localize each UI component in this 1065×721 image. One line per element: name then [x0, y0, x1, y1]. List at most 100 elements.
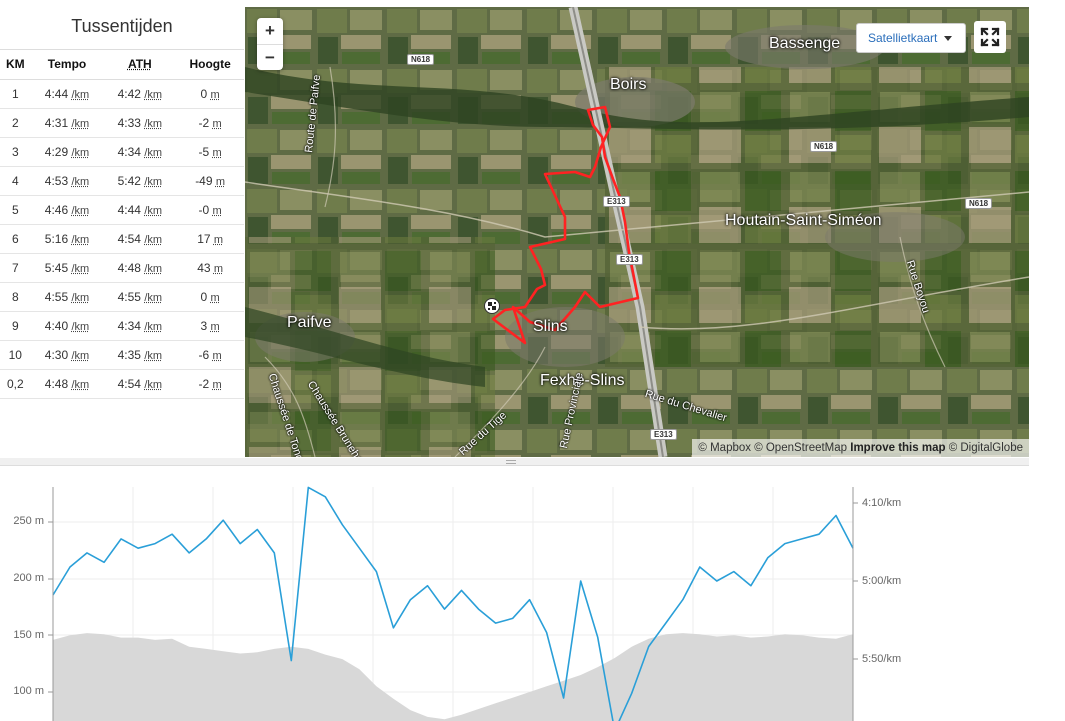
split-unit: m [212, 378, 222, 391]
split-cell-km: 4 [0, 166, 31, 196]
split-row: 0,2 4:48 /km 4:54 /km -2 m [0, 369, 244, 399]
split-value: 4:40 [44, 318, 69, 333]
map-layer-label: Satellietkaart [868, 31, 938, 45]
col-pace: Tempo [30, 50, 104, 80]
split-unit: m [212, 117, 222, 130]
split-cell-km: 2 [0, 108, 31, 138]
split-cell-gap: 4:55 /km [103, 282, 177, 312]
split-value: 4:31 [44, 115, 69, 130]
split-cell-pace: 4:40 /km [30, 311, 104, 341]
chart-canvas [48, 486, 858, 721]
split-unit: m [213, 262, 224, 275]
split-cell-pace: 4:46 /km [30, 195, 104, 225]
road-shield: N618 [407, 54, 435, 65]
place-label: Paifve [287, 314, 332, 331]
split-value: 0 [200, 86, 208, 101]
split-unit: /km [71, 117, 90, 130]
split-cell-elev: 0 m [176, 282, 244, 312]
place-label: Houtain-Saint-Siméon [725, 212, 882, 229]
zoom-in-button[interactable]: + [265, 21, 275, 40]
split-cell-gap: 4:54 /km [103, 369, 177, 399]
split-value: -49 [195, 173, 213, 188]
split-cell-km: 7 [0, 253, 31, 283]
split-value: 17 [197, 231, 211, 246]
split-unit: /km [71, 233, 90, 246]
split-value: 5 [11, 202, 19, 217]
split-row: 1 4:44 /km 4:42 /km 0 m [0, 79, 244, 109]
split-cell-gap: 4:35 /km [103, 340, 177, 370]
attribution-text: © Mapbox © OpenStreetMap [698, 442, 848, 454]
y-tick-left: 100 m [13, 685, 44, 697]
split-row: 3 4:29 /km 4:34 /km -5 m [0, 137, 244, 167]
split-unit: /km [144, 175, 163, 188]
split-value: 4:55 [117, 289, 141, 304]
split-cell-gap: 4:42 /km [103, 79, 177, 109]
split-value: 5:16 [44, 231, 69, 246]
split-value: 8 [11, 289, 19, 304]
fullscreen-button[interactable] [974, 21, 1006, 53]
split-unit: m [215, 175, 226, 188]
split-cell-gap: 4:48 /km [103, 253, 177, 283]
map-layer-dropdown[interactable]: Satellietkaart [856, 23, 966, 53]
split-cell-elev: -2 m [176, 369, 244, 399]
split-cell-pace: 4:44 /km [30, 79, 104, 109]
split-value: 4:48 [44, 376, 69, 391]
split-unit: /km [144, 262, 163, 275]
split-value: 4:54 [117, 231, 141, 246]
split-value: 4:34 [117, 144, 141, 159]
split-value: 4:30 [44, 347, 69, 362]
split-unit: /km [71, 291, 90, 304]
split-value: 4:53 [44, 173, 69, 188]
y-tick-left: 250 m [13, 515, 44, 527]
split-value: 10 [8, 347, 22, 362]
split-value: 43 [197, 260, 211, 275]
split-cell-gap: 4:54 /km [103, 224, 177, 254]
split-value: 4:33 [117, 115, 141, 130]
split-unit: /km [71, 204, 90, 217]
split-unit: /km [144, 117, 163, 130]
fullscreen-icon [980, 27, 1000, 47]
split-unit: /km [144, 88, 163, 101]
col-gap: ATH [103, 50, 177, 80]
split-value: 4:46 [44, 202, 69, 217]
place-label: Boirs [610, 76, 647, 93]
split-unit: m [212, 146, 222, 159]
split-row: 4 4:53 /km 5:42 /km -49 m [0, 166, 244, 196]
route-map[interactable]: Bassenge Boirs Houtain-Saint-Siméon Paif… [245, 7, 1029, 457]
split-cell-km: 8 [0, 282, 31, 312]
split-unit: m [210, 291, 220, 304]
split-value: 5:42 [117, 173, 141, 188]
split-cell-elev: 17 m [176, 224, 244, 254]
split-cell-elev: 3 m [176, 311, 244, 341]
road-shield: E313 [650, 429, 677, 440]
splits-table: KM Tempo ATH Hoogte 1 4:44 /km 4:42 /km 0 m… [0, 50, 244, 399]
split-cell-km: 6 [0, 224, 31, 254]
place-label: Bassenge [769, 35, 841, 52]
split-value: 4:55 [44, 289, 69, 304]
col-km: KM [0, 50, 31, 80]
split-cell-gap: 4:34 /km [103, 137, 177, 167]
road-shield: E313 [603, 196, 630, 207]
split-cell-gap: 5:42 /km [103, 166, 177, 196]
split-unit: /km [71, 349, 90, 362]
zoom-out-button[interactable]: − [257, 44, 283, 70]
split-value: 4:54 [117, 376, 141, 391]
split-cell-km: 5 [0, 195, 31, 225]
y-tick-right: 4:10/km [862, 497, 902, 509]
resize-handle[interactable] [0, 458, 1029, 466]
split-value: 9 [11, 318, 19, 333]
y-tick-right: 5:50/km [862, 653, 902, 665]
y-tick-left: 200 m [13, 572, 44, 584]
pace-line [52, 486, 854, 721]
split-row: 5 4:46 /km 4:44 /km -0 m [0, 195, 244, 225]
y-tick-left: 150 m [13, 629, 44, 641]
elevation-pace-chart: 250 m 200 m 150 m 100 m 4:10/km 5:00/km … [0, 467, 1029, 721]
zoom-control: + − [257, 18, 283, 70]
improve-map-link[interactable]: Improve this map [850, 442, 946, 454]
split-value: -0 [198, 202, 210, 217]
split-cell-pace: 4:31 /km [30, 108, 104, 138]
split-value: 4:34 [117, 318, 141, 333]
checkered-flag-icon [484, 298, 500, 314]
split-cell-pace: 4:53 /km [30, 166, 104, 196]
split-cell-gap: 4:44 /km [103, 195, 177, 225]
